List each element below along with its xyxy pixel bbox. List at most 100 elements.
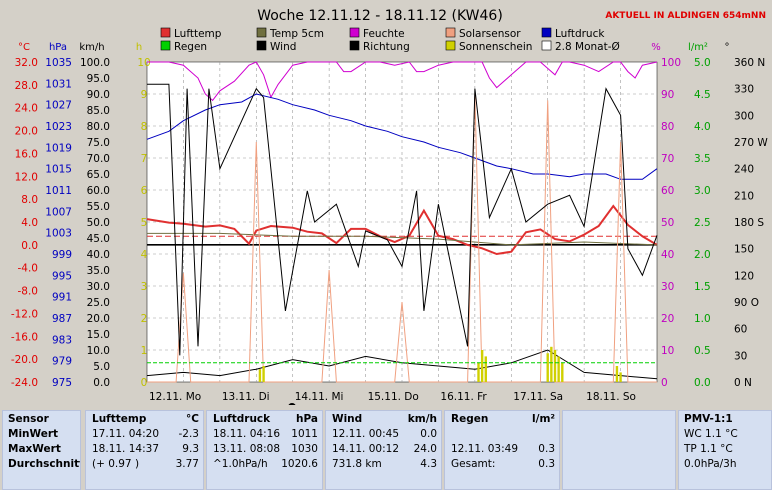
tick-dir-6: 180 S	[734, 217, 764, 229]
tick-pct-2: 80	[661, 121, 674, 133]
series-feuchte	[147, 61, 658, 102]
tick-rain-8: 1.0	[694, 313, 711, 325]
x-label-2: 14.11. Mi	[295, 391, 344, 403]
tick-pct-4: 60	[661, 185, 674, 197]
pmv-header: PMV-1:1	[684, 413, 733, 425]
legend-label-0: Lufttemp	[174, 28, 222, 40]
bar-sonnenschein-7	[553, 350, 557, 382]
tick-temp-2: 24.0	[15, 103, 38, 115]
tick-press-13: 983	[52, 334, 72, 346]
tick-rain-7: 1.5	[694, 281, 711, 293]
legend-label-7: Richtung	[363, 41, 410, 53]
legend-label-4: Luftdruck	[555, 28, 605, 40]
legend-label-8: Sonnenschein	[459, 41, 532, 53]
legend-swatch-7	[349, 40, 360, 51]
tick-wind-12: 40.0	[87, 249, 110, 261]
tick-dir-5: 210	[734, 190, 754, 202]
tick-wind-1: 95.0	[87, 73, 110, 85]
tick-dir-1: 330	[734, 84, 754, 96]
tick-temp-5: 12.0	[15, 171, 38, 183]
luftdruck-unit: hPa	[296, 413, 318, 425]
tick-temp-9: -4.0	[18, 263, 39, 275]
tick-temp-0: 32.0	[15, 57, 38, 69]
tick-wind-2: 90.0	[87, 89, 110, 101]
x-label-6: 18.11. So	[586, 391, 636, 403]
tick-wind-3: 85.0	[87, 105, 110, 117]
tick-press-10: 995	[52, 270, 72, 282]
tick-temp-1: 28.0	[15, 80, 38, 92]
tick-dir-2: 300	[734, 110, 754, 122]
axis-unit-labels: °C hPa km/h h% l/m² °	[18, 42, 729, 53]
legend-label-6: Wind	[270, 41, 296, 53]
chart-title: Woche 12.11.12 - 18.11.12 (KW46)	[257, 8, 503, 24]
bar-sonnenschein-10	[615, 366, 619, 382]
live-location-link[interactable]: AKTUELL IN ALDINGEN 654mNN	[605, 11, 766, 21]
sensor-header: Sensor	[8, 413, 49, 425]
wind-distance: 731.8 km	[332, 458, 382, 470]
wind-min-value: 0.0	[420, 428, 437, 440]
tick-wind-19: 5.0	[93, 361, 110, 373]
tick-dir-4: 240	[734, 164, 754, 176]
legend-swatch-3	[445, 27, 456, 38]
tick-dir-0: 360 N	[734, 57, 765, 69]
chart-axes: 32.028.024.020.016.012.08.04.00.0-4.0-8.…	[11, 57, 769, 389]
regen-time: 12.11. 03:49	[451, 443, 518, 455]
unit-pct: %	[651, 42, 661, 53]
chart-series	[146, 61, 658, 383]
unit-temp: °C	[18, 42, 30, 53]
bar-sonnenschein-2	[477, 362, 480, 382]
series-richtung	[147, 83, 658, 356]
stats-col-spacer	[562, 410, 676, 490]
legend-label-5: Regen	[174, 41, 207, 53]
lufttemp-min-value: -2.3	[178, 428, 200, 440]
tick-press-2: 1027	[45, 100, 72, 112]
tick-sun-8: 2	[141, 313, 148, 325]
tick-wind-0: 100.0	[80, 57, 110, 69]
series-temp-5cm	[147, 232, 658, 246]
tick-wind-10: 50.0	[87, 217, 110, 229]
legend-swatch-5	[160, 40, 171, 51]
lufttemp-max-time: 18.11. 14:37	[92, 443, 159, 455]
regen-unit: l/m²	[532, 413, 555, 425]
tick-wind-11: 45.0	[87, 233, 110, 245]
x-label-3: 15.11. Do	[368, 391, 419, 403]
tick-rain-4: 3.0	[694, 185, 711, 197]
tick-wind-6: 70.0	[87, 153, 110, 165]
tick-sun-5: 5	[141, 217, 148, 229]
tick-press-5: 1015	[45, 164, 72, 176]
x-label-0: 12.11. Mo	[149, 391, 201, 403]
stats-col-sensor: Sensor MinWert MaxWert Durchschnitt	[2, 410, 81, 490]
tick-wind-13: 35.0	[87, 265, 110, 277]
tick-temp-10: -8.0	[18, 286, 39, 298]
current-time-marker	[288, 403, 296, 405]
tick-wind-17: 15.0	[87, 329, 110, 341]
regen-total-value: 0.3	[538, 458, 555, 470]
tick-dir-9: 90 O	[734, 297, 759, 309]
luftdruck-trend: ^1.0hPa/h	[213, 458, 268, 470]
tick-press-7: 1007	[45, 206, 72, 218]
tick-rain-10: 0.0	[694, 377, 711, 389]
regen-header: Regen	[451, 413, 489, 425]
tick-wind-15: 25.0	[87, 297, 110, 309]
tick-pct-10: 0	[661, 377, 668, 389]
legend-label-2: Feuchte	[363, 28, 405, 40]
legend-swatch-8	[445, 40, 456, 51]
unit-rain: l/m²	[688, 42, 708, 53]
tick-press-0: 1035	[45, 57, 72, 69]
lufttemp-trend: (+ 0.97 )	[92, 458, 140, 470]
tick-press-12: 987	[52, 313, 72, 325]
regen-max-value: 0.3	[538, 443, 555, 455]
bar-sonnenschein-5	[546, 353, 549, 382]
tick-pct-5: 50	[661, 217, 674, 229]
bar-sonnenschein-0	[258, 369, 262, 382]
tick-press-9: 999	[52, 249, 72, 261]
tick-press-15: 975	[52, 377, 72, 389]
tick-temp-6: 8.0	[21, 194, 38, 206]
wind-min-time: 12.11. 00:45	[332, 428, 399, 440]
tick-wind-20: 0.0	[93, 377, 110, 389]
tick-wind-18: 10.0	[87, 345, 110, 357]
legend-swatch-2	[349, 27, 360, 38]
tick-pct-1: 90	[661, 89, 674, 101]
pmv-windchill: WC 1.1 °C	[684, 428, 738, 440]
wind-avg-value: 4.3	[420, 458, 437, 470]
